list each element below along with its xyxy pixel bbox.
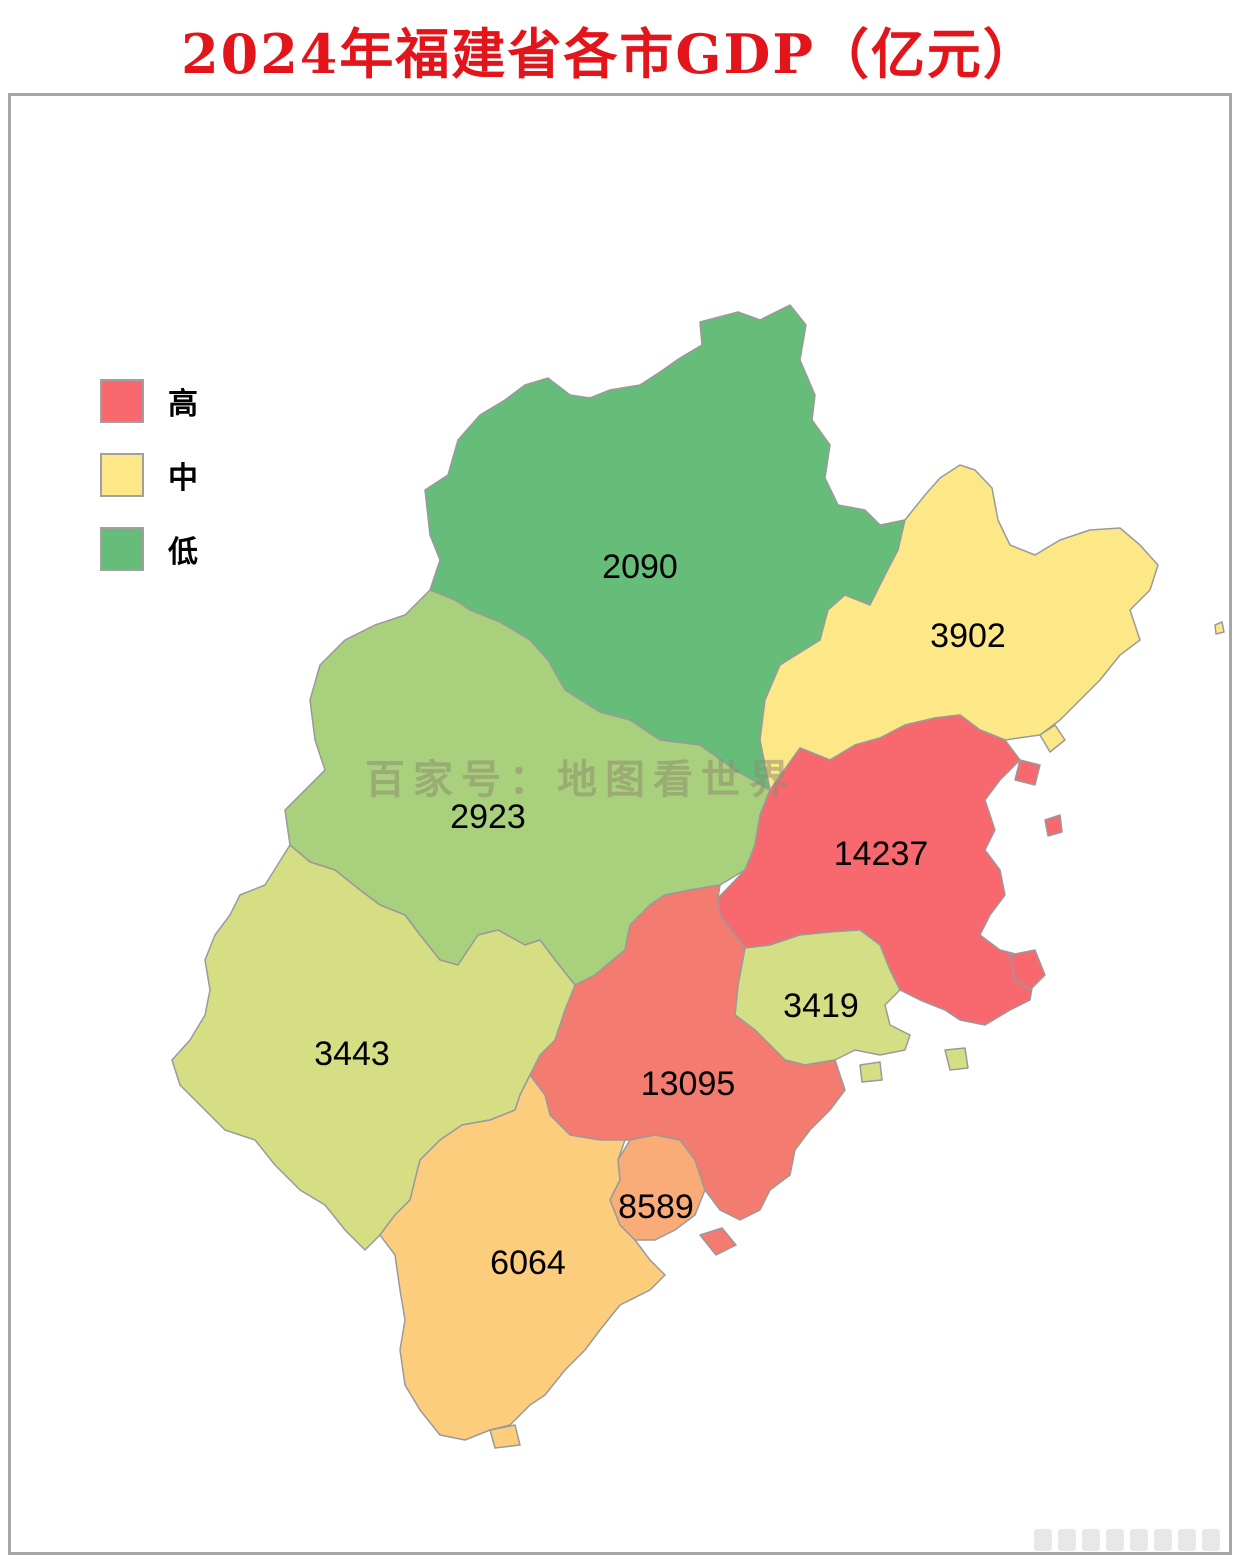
legend-swatch-low — [100, 527, 144, 571]
legend-item-low: 低 — [100, 525, 198, 573]
gdp-label-fuzhou: 14237 — [834, 835, 929, 873]
toolbar-icon — [1082, 1529, 1100, 1551]
legend-swatch-medium — [100, 453, 144, 497]
toolbar-icon — [1178, 1529, 1196, 1551]
gdp-label-longyan: 3443 — [314, 1035, 390, 1073]
map-title: 2024年福建省各市GDP（亿元） — [181, 22, 1039, 86]
toolbar-icon — [1058, 1529, 1076, 1551]
gdp-label-nanping: 2090 — [602, 548, 678, 586]
legend-label-low: 低 — [168, 535, 198, 570]
gdp-label-ningde: 3902 — [930, 617, 1006, 655]
gdp-label-sanming: 2923 — [450, 798, 526, 836]
offshore-islands — [489, 621, 1225, 1449]
toolbar-icon — [1202, 1529, 1220, 1551]
legend-item-medium: 中 — [100, 451, 198, 499]
gdp-label-zhangzhou: 6064 — [490, 1244, 566, 1282]
legend-label-medium: 中 — [168, 461, 198, 496]
region-xiamen — [609, 1134, 706, 1241]
legend-label-high: 高 — [168, 387, 198, 422]
legend-swatch-high — [100, 379, 144, 423]
image-toolbar — [1034, 1529, 1220, 1551]
toolbar-icon — [1106, 1529, 1124, 1551]
gdp-label-xiamen: 8589 — [618, 1188, 694, 1226]
gdp-label-putian: 3419 — [783, 987, 859, 1025]
gdp-label-quanzhou: 13095 — [641, 1065, 736, 1103]
map-legend: 高 中 低 — [100, 377, 198, 599]
legend-item-high: 高 — [100, 377, 198, 425]
watermark-text: 百家号：地图看世界 — [365, 756, 797, 803]
toolbar-icon — [1154, 1529, 1172, 1551]
toolbar-icon — [1034, 1529, 1052, 1551]
toolbar-icon — [1130, 1529, 1148, 1551]
